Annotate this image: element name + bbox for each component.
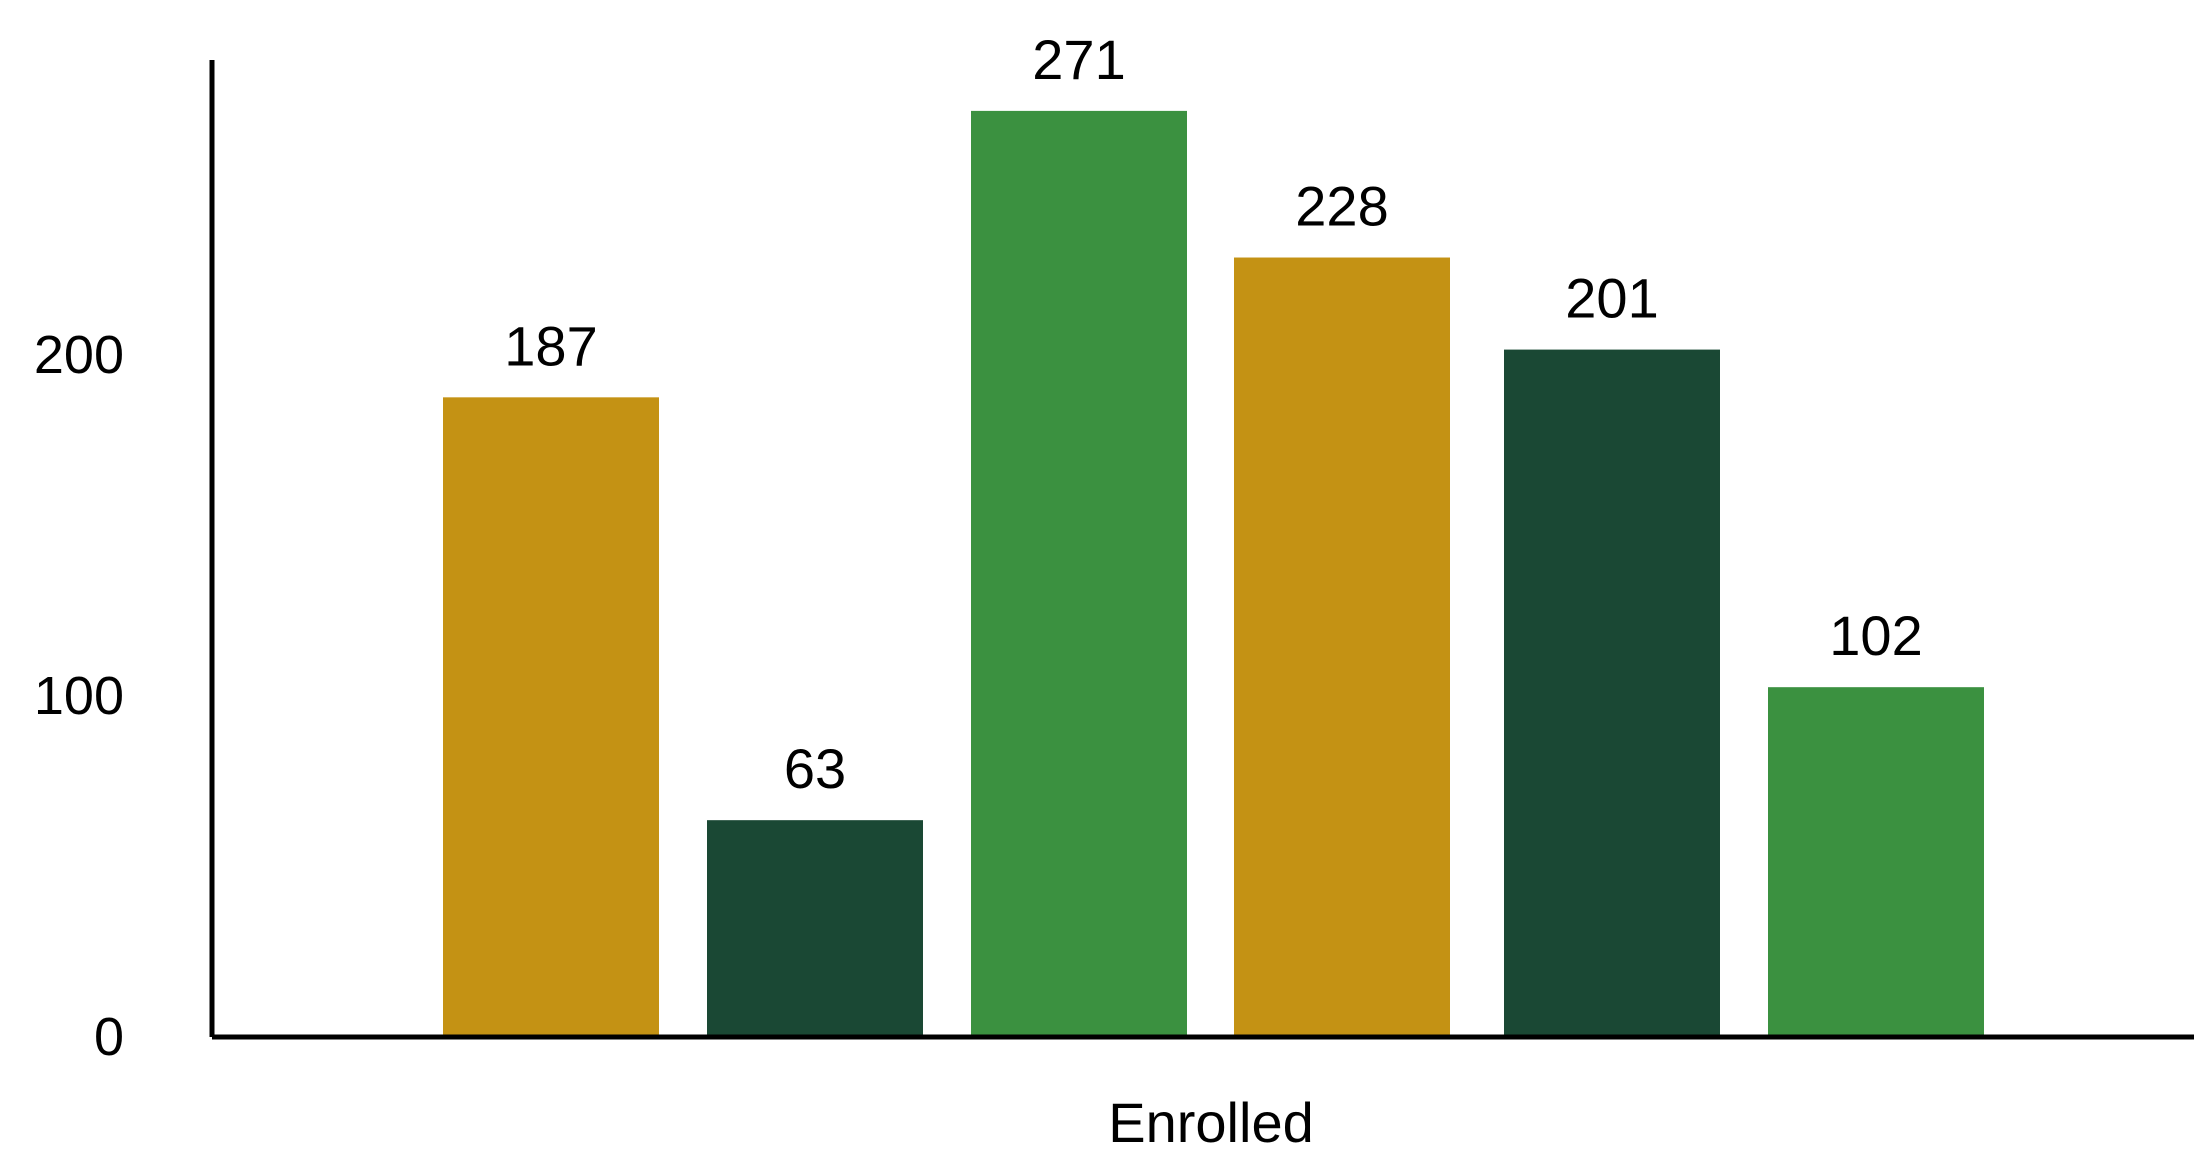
- data-label-4: 228: [1295, 175, 1388, 238]
- y-tick-label-100: 100: [34, 666, 124, 726]
- bar-6: [1768, 687, 1984, 1035]
- y-tick-label-200: 200: [34, 325, 124, 385]
- bars-layer: [443, 110, 1984, 1036]
- x-category-label: Enrolled: [1108, 1091, 1313, 1152]
- y-tick-label-0: 0: [94, 1007, 124, 1067]
- data-label-3: 271: [1032, 28, 1125, 91]
- data-labels-layer: 187 63 271 228 201 102: [504, 28, 1922, 800]
- bar-1: [443, 397, 659, 1036]
- data-label-6: 102: [1829, 604, 1922, 667]
- bar-5: [1504, 349, 1720, 1036]
- bar-3: [971, 110, 1187, 1035]
- data-label-2: 63: [784, 737, 846, 800]
- bar-4: [1234, 257, 1450, 1035]
- data-label-1: 187: [504, 314, 597, 377]
- y-tick-labels-layer: 0 100 200: [34, 325, 124, 1067]
- bar-2: [707, 820, 923, 1035]
- data-label-5: 201: [1565, 267, 1658, 330]
